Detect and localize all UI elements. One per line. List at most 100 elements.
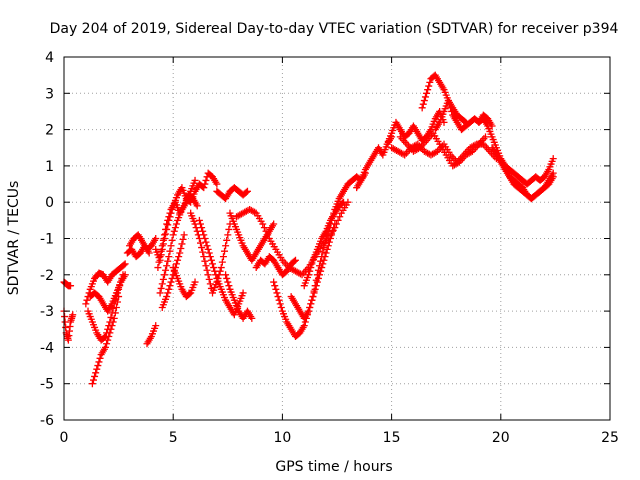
- data-point: [178, 240, 186, 248]
- data-point: [217, 264, 225, 272]
- data-point: [399, 150, 407, 158]
- data-point: [105, 333, 113, 341]
- data-point: [163, 293, 171, 301]
- data-point: [174, 256, 182, 264]
- data-point: [314, 266, 322, 274]
- data-point: [444, 97, 452, 105]
- data-point: [170, 227, 178, 235]
- data-point: [221, 247, 229, 255]
- data-point: [202, 238, 210, 246]
- data-point: [204, 245, 212, 253]
- data-point: [225, 282, 233, 290]
- data-point: [426, 78, 434, 86]
- data-point: [166, 282, 174, 290]
- data-point: [448, 107, 456, 115]
- data-point: [313, 271, 321, 279]
- data-point: [423, 89, 431, 97]
- data-point: [158, 242, 166, 250]
- data-point: [318, 253, 326, 261]
- series-B: [60, 278, 75, 290]
- data-point: [270, 278, 278, 286]
- data-point: [205, 249, 213, 257]
- data-point: [305, 307, 313, 315]
- data-point: [109, 318, 117, 326]
- data-point: [225, 225, 233, 233]
- data-point: [209, 260, 217, 268]
- data-point: [163, 262, 171, 270]
- series-C: [82, 260, 129, 308]
- data-point: [262, 227, 270, 235]
- data-point: [101, 343, 109, 351]
- data-point: [145, 249, 153, 257]
- y-tick-label: -2: [40, 268, 54, 284]
- data-point: [200, 253, 208, 261]
- y-tick-label: -3: [40, 304, 54, 320]
- data-point: [179, 235, 187, 243]
- series-N: [169, 264, 199, 301]
- data-point: [200, 231, 208, 239]
- data-point: [305, 271, 313, 279]
- y-tick-label: -5: [40, 377, 54, 393]
- data-point: [201, 257, 209, 265]
- data-point: [210, 264, 218, 272]
- data-point: [317, 257, 325, 265]
- series-S: [226, 209, 278, 264]
- data-point: [334, 216, 342, 224]
- data-point: [154, 264, 162, 272]
- data-point: [223, 274, 231, 282]
- data-point: [94, 362, 102, 370]
- series-E: [88, 293, 123, 388]
- data-point: [198, 244, 206, 252]
- data-point: [201, 235, 209, 242]
- data-point: [191, 176, 199, 184]
- data-point: [242, 188, 250, 196]
- data-point: [549, 155, 557, 163]
- data-point: [155, 258, 163, 266]
- data-point: [270, 220, 278, 228]
- data-point: [276, 300, 284, 308]
- data-point: [275, 296, 283, 304]
- data-point: [219, 253, 227, 261]
- data-point: [88, 380, 96, 388]
- data-point: [325, 238, 333, 246]
- data-point: [312, 276, 320, 284]
- data-point: [549, 173, 557, 181]
- data-point: [206, 253, 214, 261]
- series-AG: [501, 166, 557, 203]
- series-I: [143, 322, 160, 348]
- data-point: [165, 253, 173, 261]
- data-point: [166, 247, 174, 255]
- data-point: [180, 231, 188, 239]
- data-point: [175, 253, 183, 261]
- data-point: [162, 225, 170, 233]
- x-tick-label: 20: [492, 430, 510, 446]
- data-point: [222, 271, 230, 279]
- data-point: [103, 340, 111, 348]
- data-point: [171, 224, 179, 232]
- data-point: [306, 267, 314, 275]
- data-point: [273, 289, 281, 297]
- y-tick-label: 0: [45, 195, 54, 211]
- data-point: [300, 322, 308, 330]
- data-point: [157, 247, 165, 255]
- data-point: [166, 209, 174, 217]
- data-point: [212, 271, 220, 279]
- data-point: [92, 369, 100, 377]
- data-point: [95, 358, 103, 366]
- data-point: [307, 264, 315, 272]
- data-point: [110, 314, 118, 322]
- data-point: [164, 257, 172, 265]
- data-point: [120, 261, 128, 269]
- data-point: [420, 97, 428, 105]
- data-point: [115, 293, 123, 301]
- data-point: [164, 289, 172, 297]
- data-point: [199, 248, 207, 256]
- data-point: [186, 290, 194, 298]
- x-tick-label: 15: [383, 430, 401, 446]
- data-point: [176, 249, 184, 257]
- data-point: [274, 293, 282, 301]
- data-point: [200, 184, 208, 192]
- data-point: [104, 336, 112, 344]
- series-F: [86, 271, 129, 315]
- data-point: [198, 224, 206, 232]
